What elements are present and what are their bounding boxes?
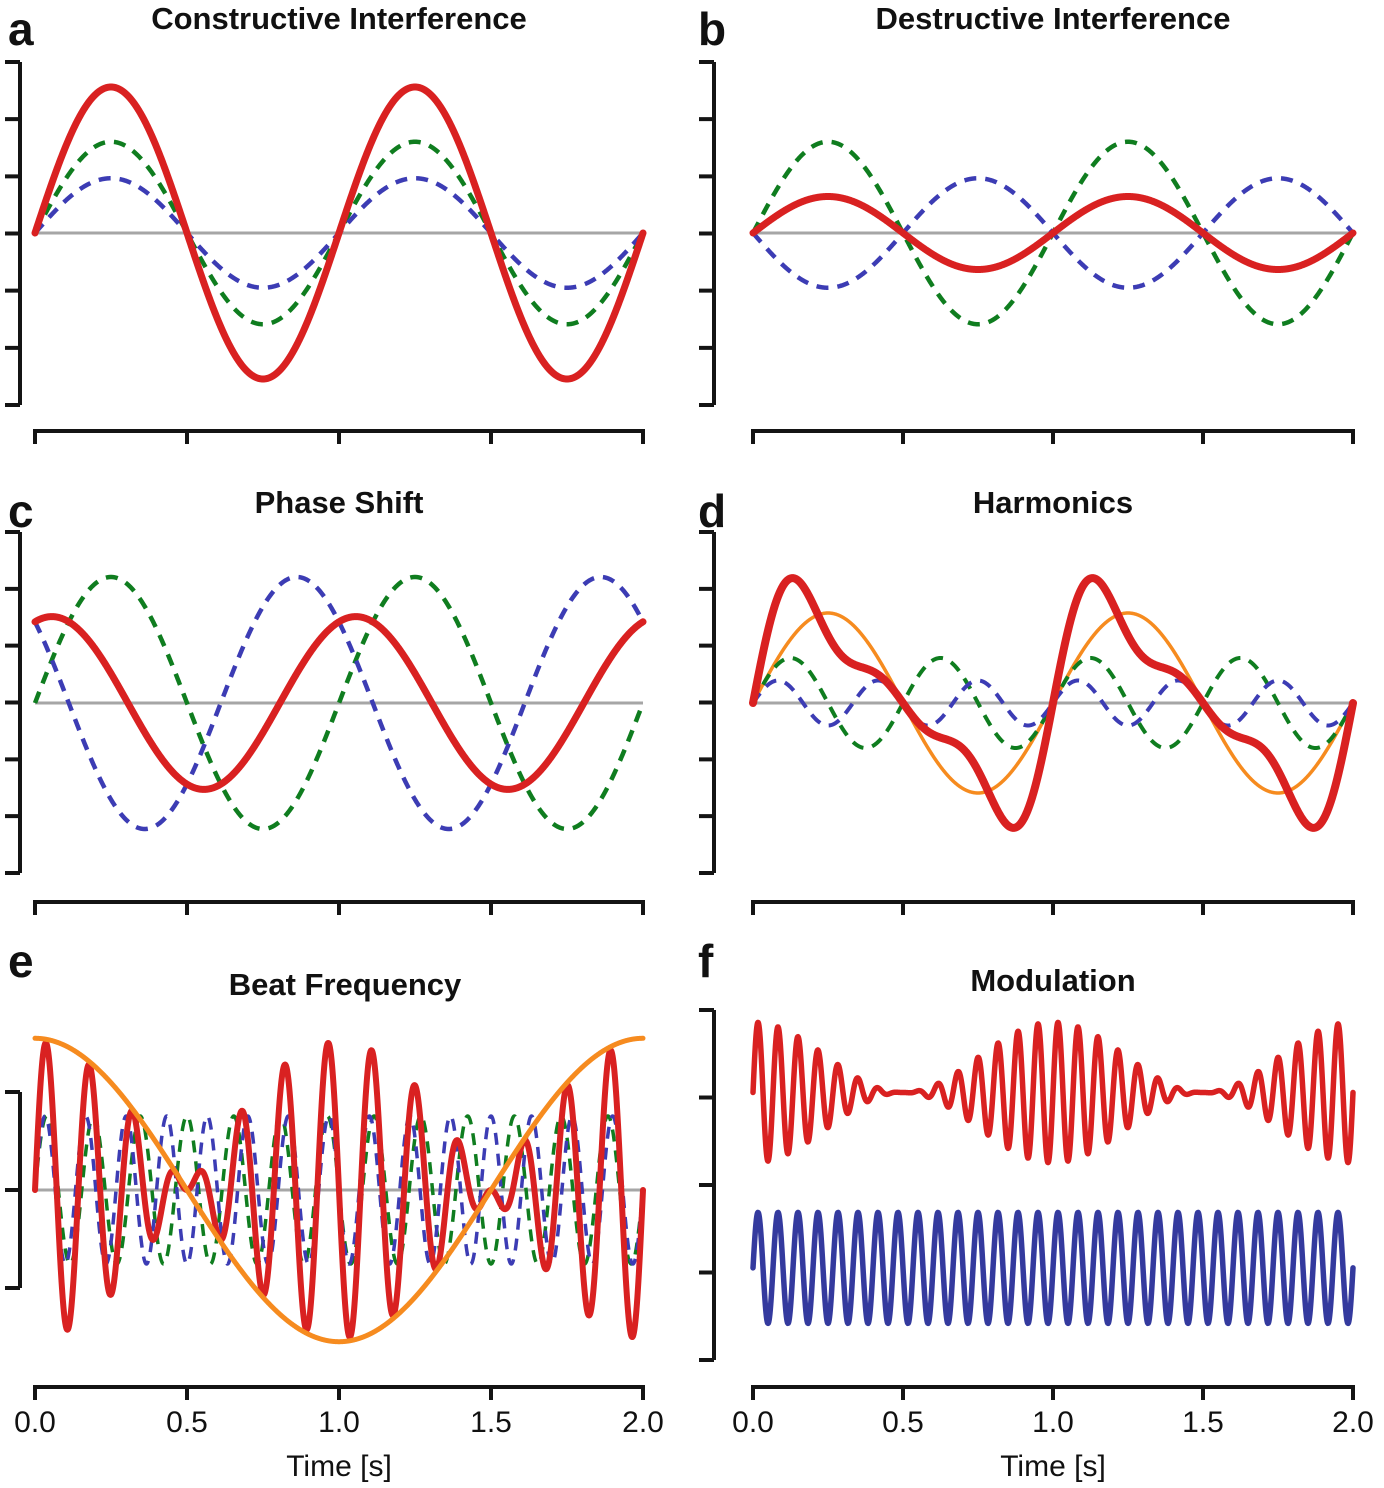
panel-b-x-axis bbox=[751, 429, 1355, 444]
panel-c-series-component-wave-1 bbox=[32, 574, 646, 832]
panel-f-series-carrier-signal bbox=[750, 1209, 1356, 1327]
panel-a-series-sum-wave bbox=[31, 83, 647, 383]
panel-b-series-sum-wave bbox=[749, 193, 1357, 273]
panel-c bbox=[5, 530, 647, 915]
panel-b bbox=[699, 60, 1357, 444]
panel-f-series-modulated-signal bbox=[750, 1019, 1356, 1166]
panel-d-series-third-harmonic bbox=[751, 678, 1355, 728]
panel-e bbox=[5, 1035, 646, 1400]
panel-f bbox=[699, 1008, 1356, 1400]
panel-d-series-sum-wave bbox=[749, 574, 1357, 832]
panel-b-y-axis bbox=[699, 60, 716, 407]
panel-d-x-axis bbox=[751, 900, 1355, 915]
panel-e-x-axis bbox=[33, 1385, 645, 1400]
panel-a-x-axis bbox=[33, 429, 645, 444]
panel-c-series-component-wave-2 bbox=[32, 574, 646, 832]
panel-a bbox=[5, 60, 647, 444]
panel-c-y-axis bbox=[5, 530, 22, 875]
panel-a-y-axis bbox=[5, 60, 22, 407]
panel-c-x-axis bbox=[33, 900, 645, 915]
panel-e-series-beating-sum bbox=[32, 1039, 646, 1341]
panel-e-series-beat-envelope bbox=[32, 1035, 646, 1345]
panel-f-x-axis bbox=[751, 1385, 1355, 1400]
panel-e-y-axis bbox=[5, 1090, 22, 1290]
panel-f-y-axis bbox=[699, 1008, 716, 1362]
panel-d-y-axis bbox=[699, 530, 716, 875]
panel-c-series-sum-wave bbox=[31, 613, 647, 793]
panel-d bbox=[699, 530, 1357, 915]
